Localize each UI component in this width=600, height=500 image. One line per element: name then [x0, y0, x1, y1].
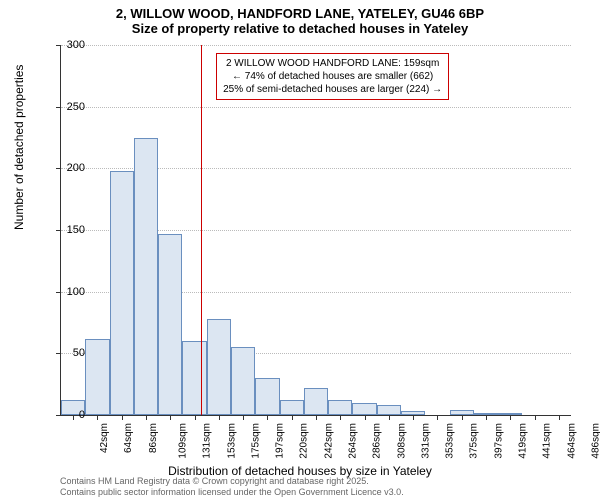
x-tick-label: 308sqm [396, 423, 407, 459]
x-tick-mark [170, 415, 171, 420]
x-tick-label: 264sqm [348, 423, 359, 459]
x-tick-label: 286sqm [372, 423, 383, 459]
x-tick-mark [413, 415, 414, 420]
x-tick-label: 397sqm [493, 423, 504, 459]
x-tick-mark [146, 415, 147, 420]
x-tick-mark [195, 415, 196, 420]
x-tick-mark [535, 415, 536, 420]
x-tick-label: 242sqm [323, 423, 334, 459]
x-tick-label: 86sqm [148, 423, 159, 453]
x-tick-mark [122, 415, 123, 420]
x-tick-label: 197sqm [275, 423, 286, 459]
x-tick-label: 375sqm [469, 423, 480, 459]
chart-title-sub: Size of property relative to detached ho… [0, 21, 600, 36]
x-tick-label: 175sqm [250, 423, 261, 459]
x-tick-mark [316, 415, 317, 420]
x-tick-label: 153sqm [226, 423, 237, 459]
y-tick-label: 250 [60, 101, 85, 113]
x-tick-label: 464sqm [566, 423, 577, 459]
annotation-line: ← 74% of detached houses are smaller (66… [223, 70, 442, 83]
x-tick-mark [486, 415, 487, 420]
x-tick-mark [243, 415, 244, 420]
histogram-bar [134, 138, 158, 416]
annotation-box: 2 WILLOW WOOD HANDFORD LANE: 159sqm← 74%… [216, 53, 449, 100]
x-tick-mark [292, 415, 293, 420]
x-tick-label: 486sqm [590, 423, 600, 459]
histogram-bar [182, 341, 206, 415]
histogram-bar [110, 171, 134, 415]
y-axis-label: Number of detached properties [12, 65, 26, 230]
annotation-line: 25% of semi-detached houses are larger (… [223, 83, 442, 96]
y-tick-label: 0 [60, 409, 85, 421]
histogram-bar [207, 319, 231, 415]
x-tick-mark [437, 415, 438, 420]
histogram-bar [85, 339, 109, 415]
footer-line2: Contains public sector information licen… [60, 487, 404, 498]
plot-area: 2 WILLOW WOOD HANDFORD LANE: 159sqm← 74%… [60, 45, 571, 416]
x-tick-mark [510, 415, 511, 420]
y-tick-label: 200 [60, 162, 85, 174]
histogram-bar [304, 388, 328, 415]
chart-container: 2, WILLOW WOOD, HANDFORD LANE, YATELEY, … [0, 0, 600, 500]
x-tick-label: 419sqm [518, 423, 529, 459]
footer-line1: Contains HM Land Registry data © Crown c… [60, 476, 404, 487]
x-tick-label: 441sqm [542, 423, 553, 459]
y-tick-label: 300 [60, 39, 85, 51]
x-tick-label: 131sqm [202, 423, 213, 459]
x-tick-label: 109sqm [178, 423, 189, 459]
x-tick-label: 42sqm [99, 423, 110, 453]
x-tick-mark [389, 415, 390, 420]
grid-line [61, 45, 571, 46]
histogram-bar [377, 405, 401, 415]
grid-line [61, 107, 571, 108]
footer-attribution: Contains HM Land Registry data © Crown c… [60, 476, 404, 498]
histogram-bar [255, 378, 279, 415]
y-tick-label: 150 [60, 224, 85, 236]
y-tick-label: 100 [60, 286, 85, 298]
x-tick-label: 353sqm [445, 423, 456, 459]
chart-title-main: 2, WILLOW WOOD, HANDFORD LANE, YATELEY, … [0, 0, 600, 21]
histogram-bar [328, 400, 352, 415]
x-tick-mark [267, 415, 268, 420]
x-tick-label: 331sqm [420, 423, 431, 459]
histogram-bar [158, 234, 182, 415]
histogram-bar [231, 347, 255, 415]
x-tick-label: 64sqm [123, 423, 134, 453]
x-tick-mark [219, 415, 220, 420]
y-tick-label: 50 [60, 347, 85, 359]
x-tick-label: 220sqm [299, 423, 310, 459]
x-tick-mark [97, 415, 98, 420]
histogram-bar [352, 403, 376, 415]
histogram-bar [280, 400, 304, 415]
x-tick-mark [365, 415, 366, 420]
x-tick-mark [462, 415, 463, 420]
reference-line [201, 45, 202, 415]
annotation-line: 2 WILLOW WOOD HANDFORD LANE: 159sqm [223, 57, 442, 70]
x-tick-mark [340, 415, 341, 420]
x-tick-mark [559, 415, 560, 420]
